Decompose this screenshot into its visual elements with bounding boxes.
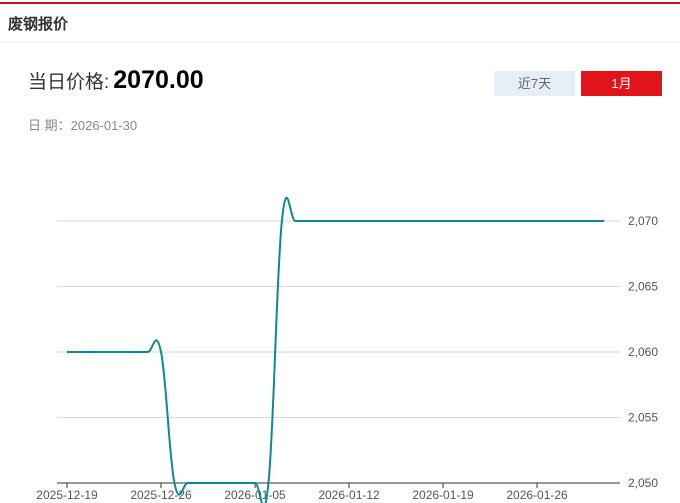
top-accent-line bbox=[0, 2, 680, 4]
price-date: 日 期：2026-01-30 bbox=[28, 115, 137, 134]
x-tick-label: 2026-01-26 bbox=[506, 488, 568, 502]
y-tick-label: 2,065 bbox=[628, 280, 658, 294]
y-tick-label: 2,070 bbox=[628, 214, 658, 228]
x-tick-label: 2026-01-19 bbox=[412, 488, 474, 502]
current-price: 当日价格: 2070.00 bbox=[28, 66, 204, 95]
range-1month-button[interactable]: 1月 bbox=[581, 71, 662, 96]
x-tick-label: 2026-01-05 bbox=[224, 488, 286, 502]
y-tick-label: 2,060 bbox=[628, 345, 658, 359]
y-tick-label: 2,055 bbox=[628, 411, 658, 425]
date-label: 日 期： bbox=[28, 118, 71, 133]
price-label: 当日价格: bbox=[28, 72, 110, 93]
x-tick-label: 2026-01-12 bbox=[318, 488, 380, 502]
price-value: 2070.00 bbox=[113, 66, 204, 94]
panel-title: 废钢报价 bbox=[8, 16, 69, 33]
divider bbox=[0, 42, 680, 43]
price-series-line bbox=[66, 196, 605, 503]
date-value: 2026-01-30 bbox=[70, 118, 138, 133]
range-7days-button[interactable]: 近7天 bbox=[494, 71, 575, 96]
y-tick-label: 2,050 bbox=[628, 476, 658, 490]
x-tick-label: 2025-12-19 bbox=[36, 488, 98, 502]
